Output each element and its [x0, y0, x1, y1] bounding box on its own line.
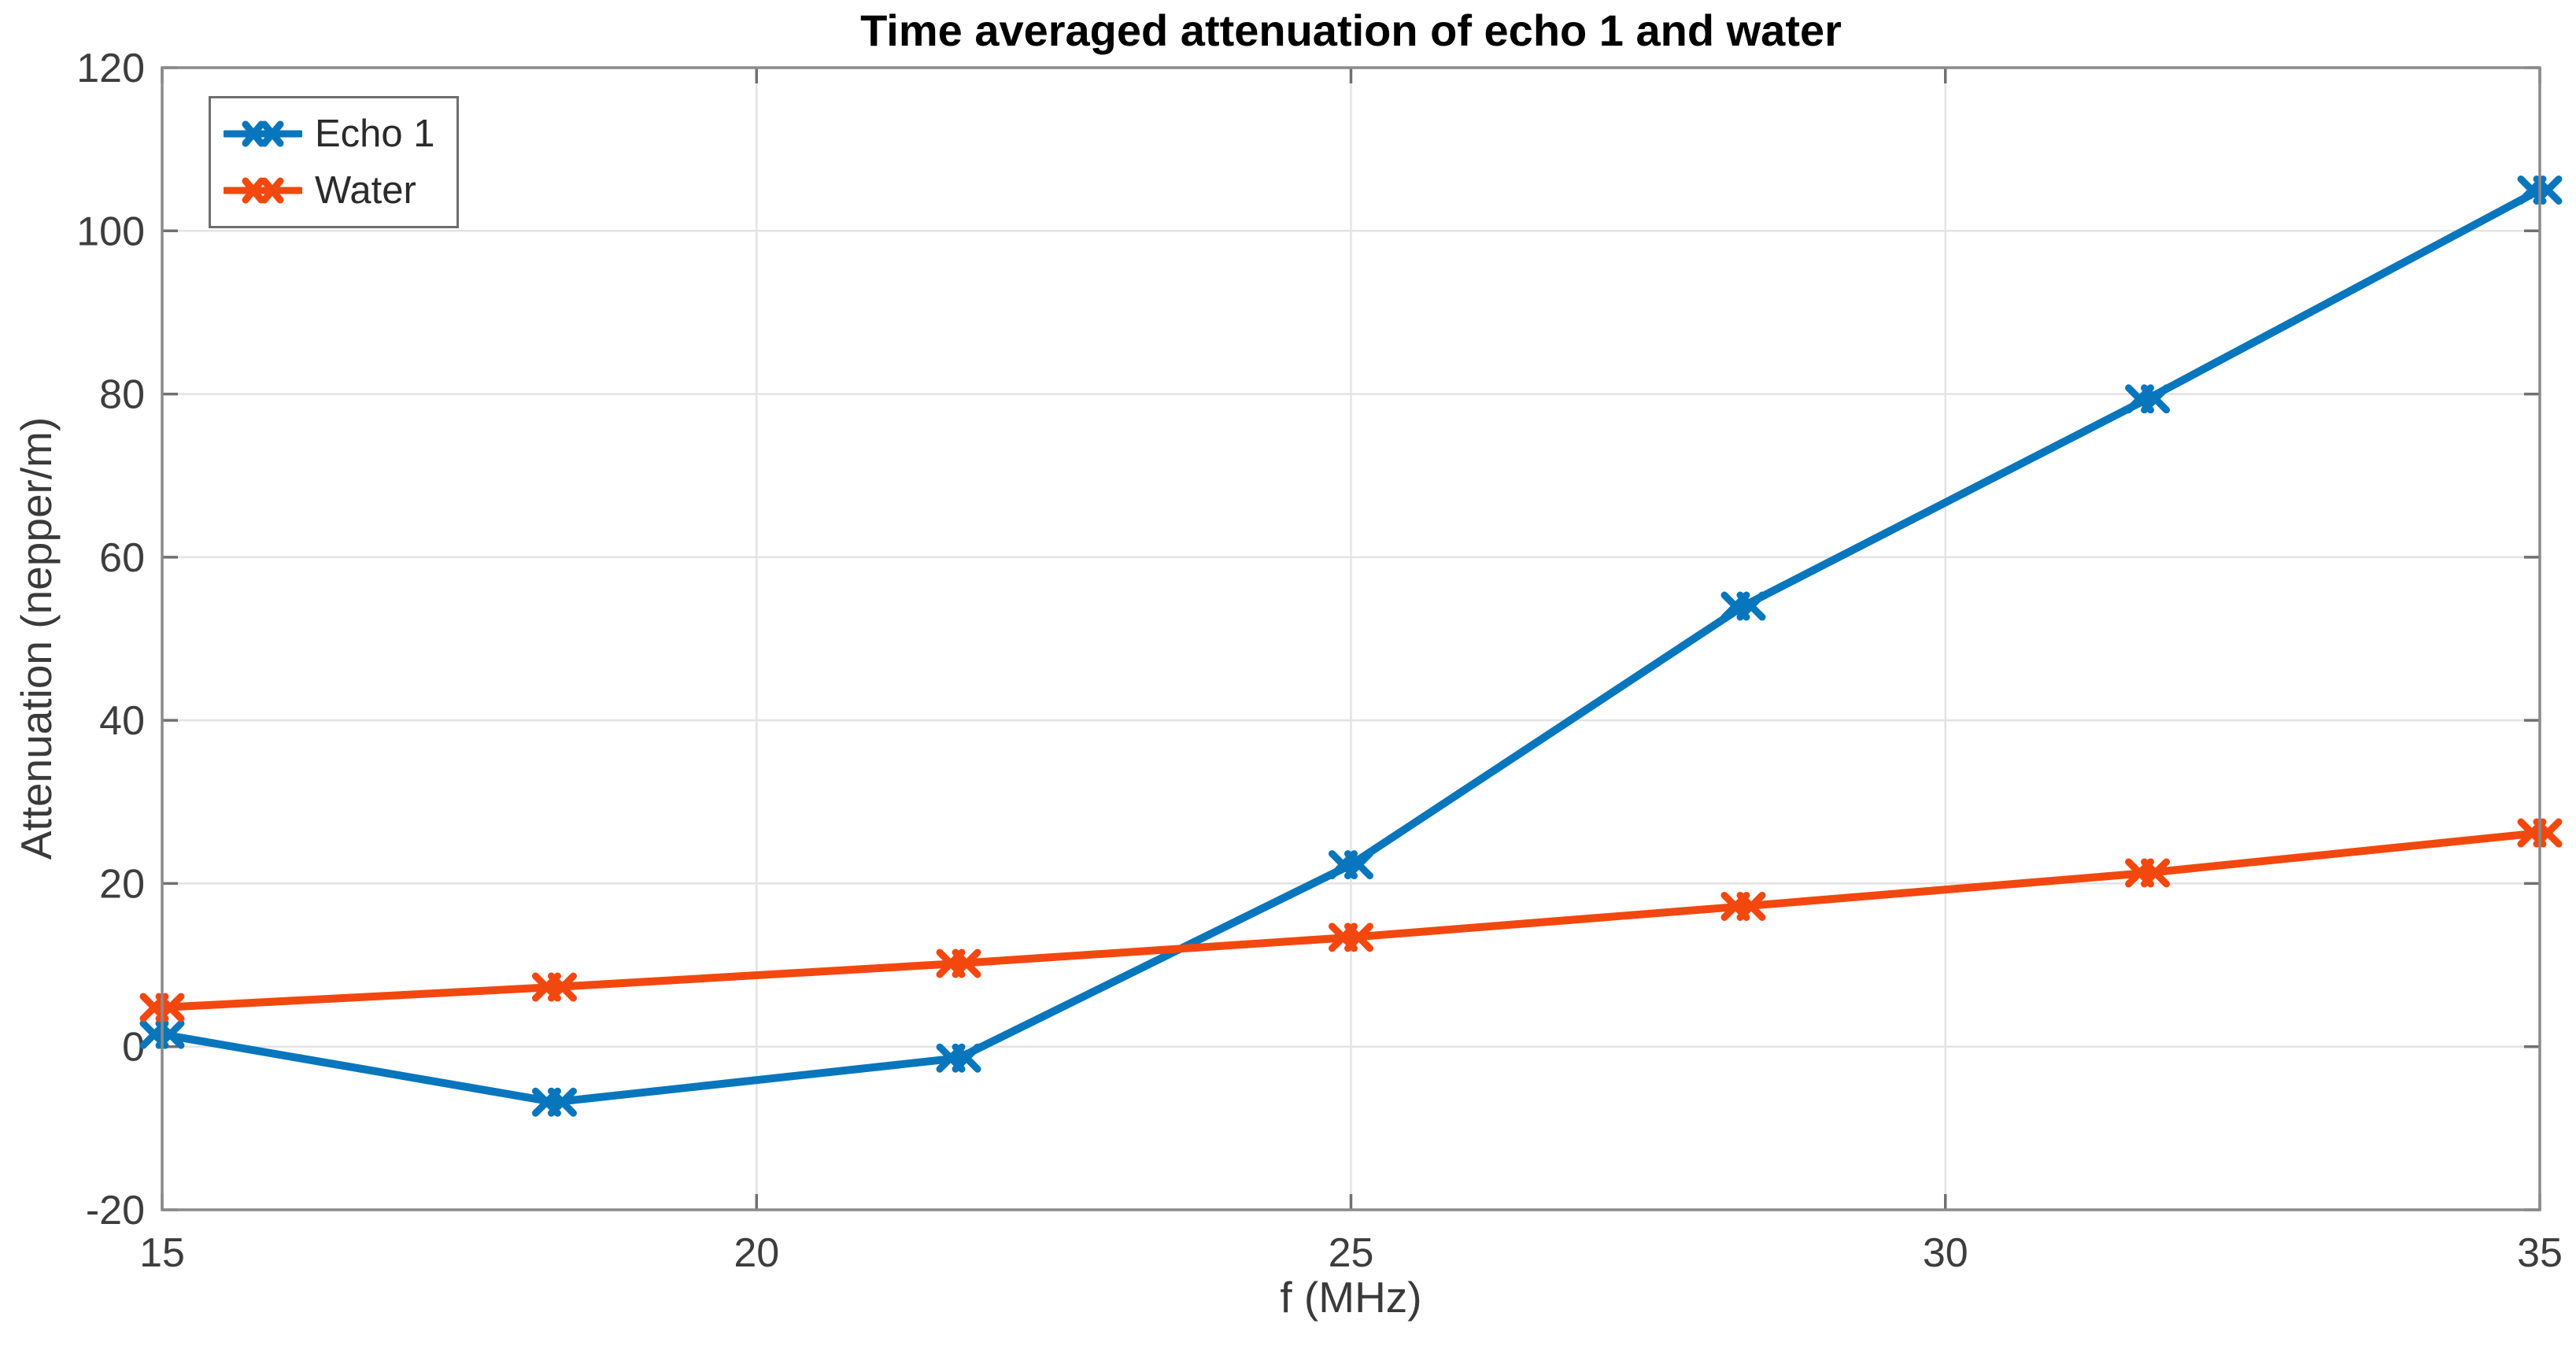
- legend-entry-echo-1: Echo 1: [224, 109, 456, 158]
- grid-lines: [161, 66, 2541, 1211]
- legend-box: Echo 1 Water: [209, 96, 459, 228]
- series-water-markers: [139, 818, 2563, 1022]
- x-axis-label: f (MHz): [1280, 1273, 1422, 1322]
- x-tick-label: 15: [139, 1230, 185, 1276]
- y-tick-label: 120: [76, 46, 145, 91]
- y-tick-label: 20: [99, 861, 145, 907]
- legend-entry-water: Water: [224, 166, 456, 215]
- y-tick-label: 80: [99, 372, 145, 418]
- y-tick-label: 100: [76, 209, 145, 254]
- x-tick-label: 25: [1329, 1230, 1374, 1276]
- series-echo-1: [139, 175, 2563, 1117]
- x-tick-label: 35: [2517, 1230, 2563, 1276]
- plot-border: [161, 66, 2541, 1211]
- x-tick-label: 20: [734, 1230, 779, 1276]
- y-tick-label: -20: [86, 1188, 145, 1233]
- echo-1-line-marker-icon: [224, 120, 302, 147]
- x-tick-label: 30: [1923, 1230, 1968, 1276]
- y-tick-label: 40: [99, 698, 145, 744]
- series-echo-1-line: [158, 186, 2544, 1107]
- y-tick-label: 60: [99, 535, 145, 581]
- y-axis-label: Attenuation (nepper/m): [12, 416, 61, 860]
- series-water: [139, 818, 2563, 1022]
- series-water-line: [158, 829, 2544, 1011]
- legend-label-water: Water: [315, 169, 416, 212]
- series-echo-1-markers: [139, 175, 2563, 1117]
- water-line-marker-icon: [224, 177, 302, 204]
- legend-label-echo-1: Echo 1: [315, 113, 435, 155]
- chart-title: Time averaged attenuation of echo 1 and …: [860, 6, 1842, 55]
